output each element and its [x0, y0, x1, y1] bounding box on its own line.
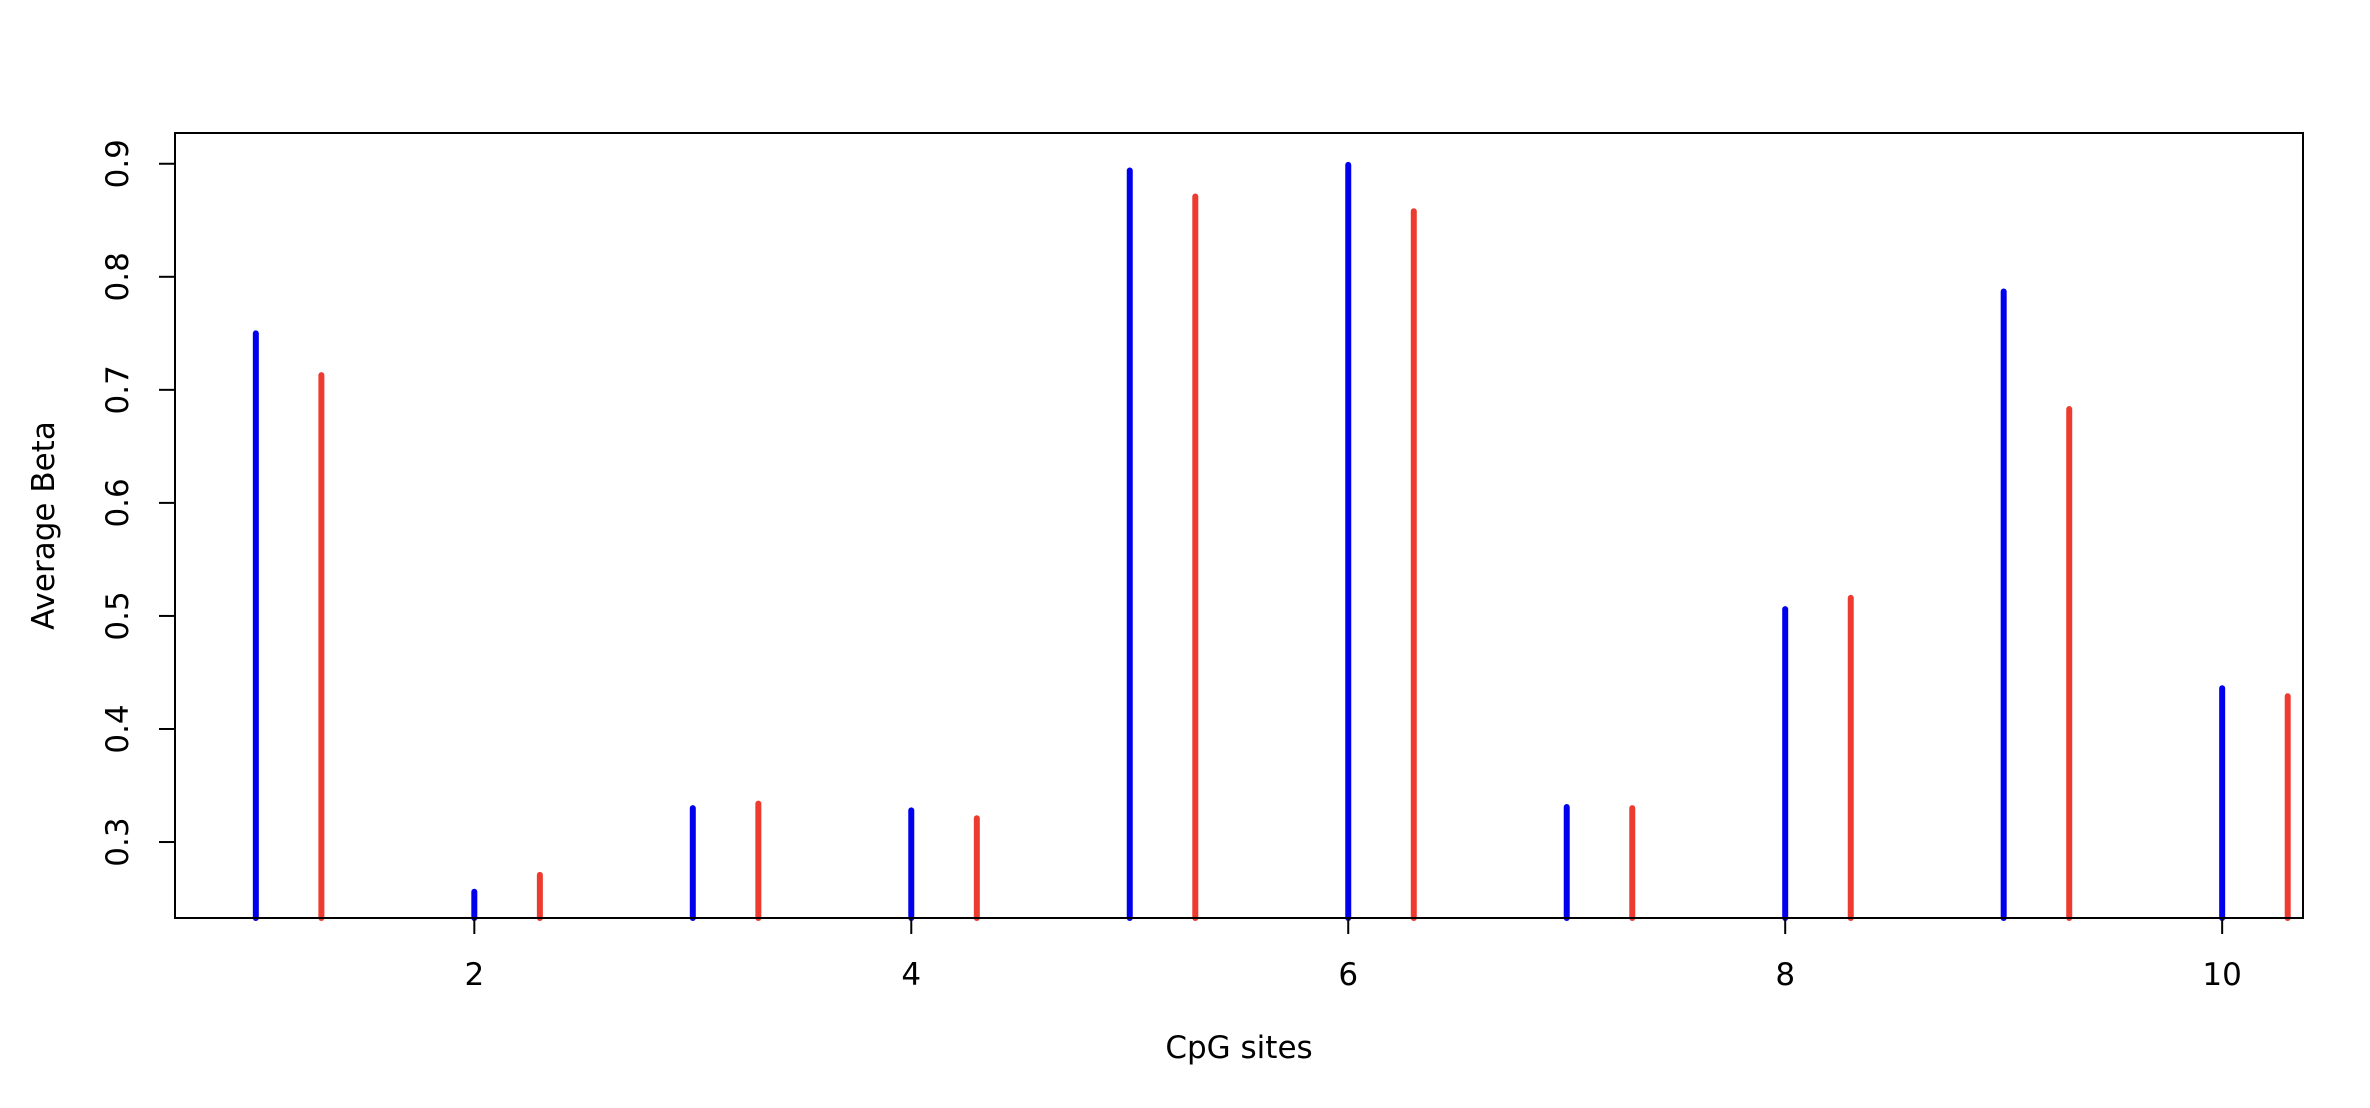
y-tick-label: 0.8	[100, 252, 136, 301]
y-tick-label: 0.3	[100, 817, 136, 866]
bar-marks	[252, 161, 2291, 921]
y-axis-label: Average Beta	[26, 421, 62, 630]
plot-area-border	[174, 132, 2304, 919]
x-axis-label: CpG sites	[1165, 1030, 1312, 1066]
x-tick-label: 10	[2202, 957, 2241, 993]
x-tick-label: 2	[464, 957, 484, 993]
y-tick-label: 0.6	[100, 478, 136, 527]
y-tick-label: 0.9	[100, 139, 136, 188]
y-tick-label: 0.7	[100, 365, 136, 414]
y-axis: 0.3 0.4 0.5 0.6 0.7 0.8 0.9	[100, 139, 175, 867]
x-axis: 2 4 6 8 10	[464, 918, 2242, 993]
y-tick-label: 0.4	[100, 704, 136, 753]
y-tick-label: 0.5	[100, 591, 136, 640]
x-tick-label: 4	[901, 957, 921, 993]
x-tick-label: 8	[1775, 957, 1795, 993]
x-tick-label: 6	[1338, 957, 1358, 993]
